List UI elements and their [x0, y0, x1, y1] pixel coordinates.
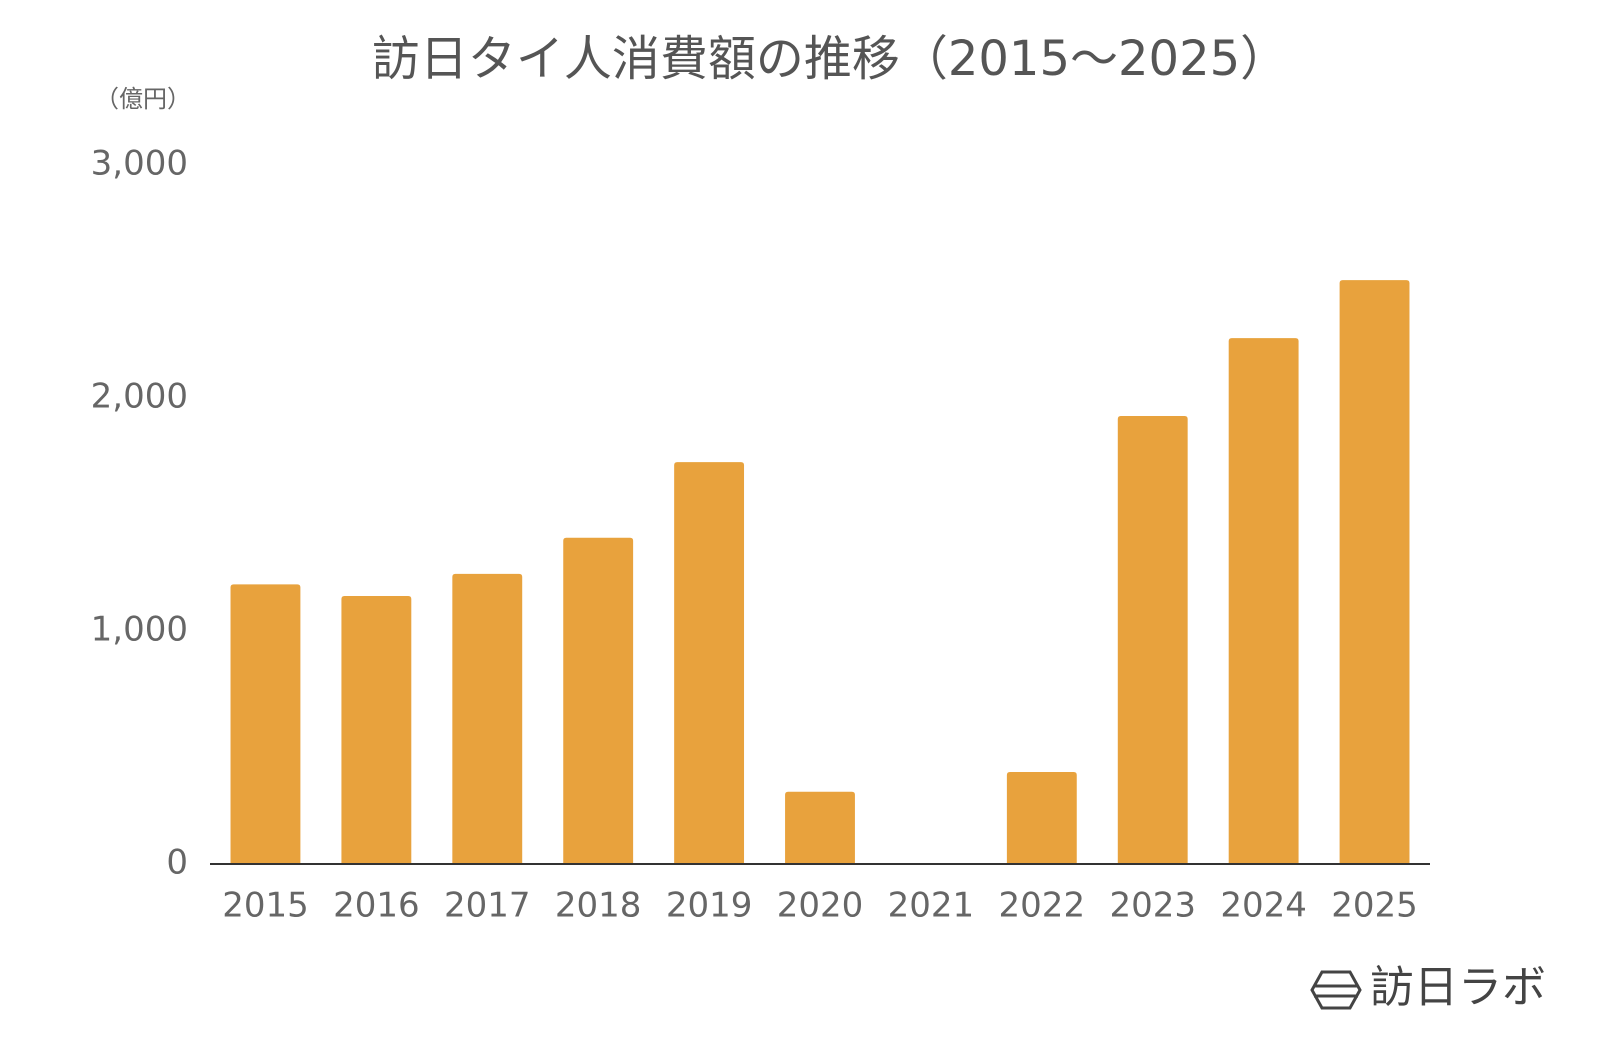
x-tick-label: 2018 — [555, 886, 642, 926]
x-tick-label: 2023 — [1109, 886, 1196, 926]
y-axis-unit: （億円） — [95, 85, 191, 113]
bar — [563, 537, 634, 864]
x-tick-label: 2020 — [777, 886, 864, 926]
watermark-text: 訪日ラボ — [1370, 962, 1546, 1013]
bar — [785, 791, 855, 864]
watermark-logo — [1310, 970, 1362, 1010]
y-tick-label: 3,000 — [91, 144, 188, 184]
x-tick-label: 2015 — [222, 886, 309, 926]
logo-icon — [1310, 970, 1362, 1010]
x-tick-label: 2025 — [1331, 886, 1418, 926]
bar — [674, 462, 745, 864]
y-tick-label: 1,000 — [91, 610, 188, 650]
x-tick-label: 2017 — [444, 886, 531, 926]
y-tick-label: 2,000 — [91, 377, 188, 417]
x-tick-label: 2019 — [666, 886, 753, 926]
x-tick-label: 2022 — [999, 886, 1086, 926]
bar — [341, 596, 412, 864]
bar — [1006, 771, 1077, 864]
x-tick-label: 2021 — [888, 886, 975, 926]
bar — [1339, 280, 1410, 864]
chart-title: 訪日タイ人消費額の推移（2015〜2025） — [372, 31, 1288, 87]
bar — [1228, 338, 1299, 864]
x-tick-label: 2016 — [333, 886, 420, 926]
bar — [230, 584, 301, 864]
bar — [452, 573, 523, 864]
y-tick-label: 0 — [166, 843, 188, 883]
bar — [1117, 415, 1188, 864]
x-tick-label: 2024 — [1220, 886, 1307, 926]
